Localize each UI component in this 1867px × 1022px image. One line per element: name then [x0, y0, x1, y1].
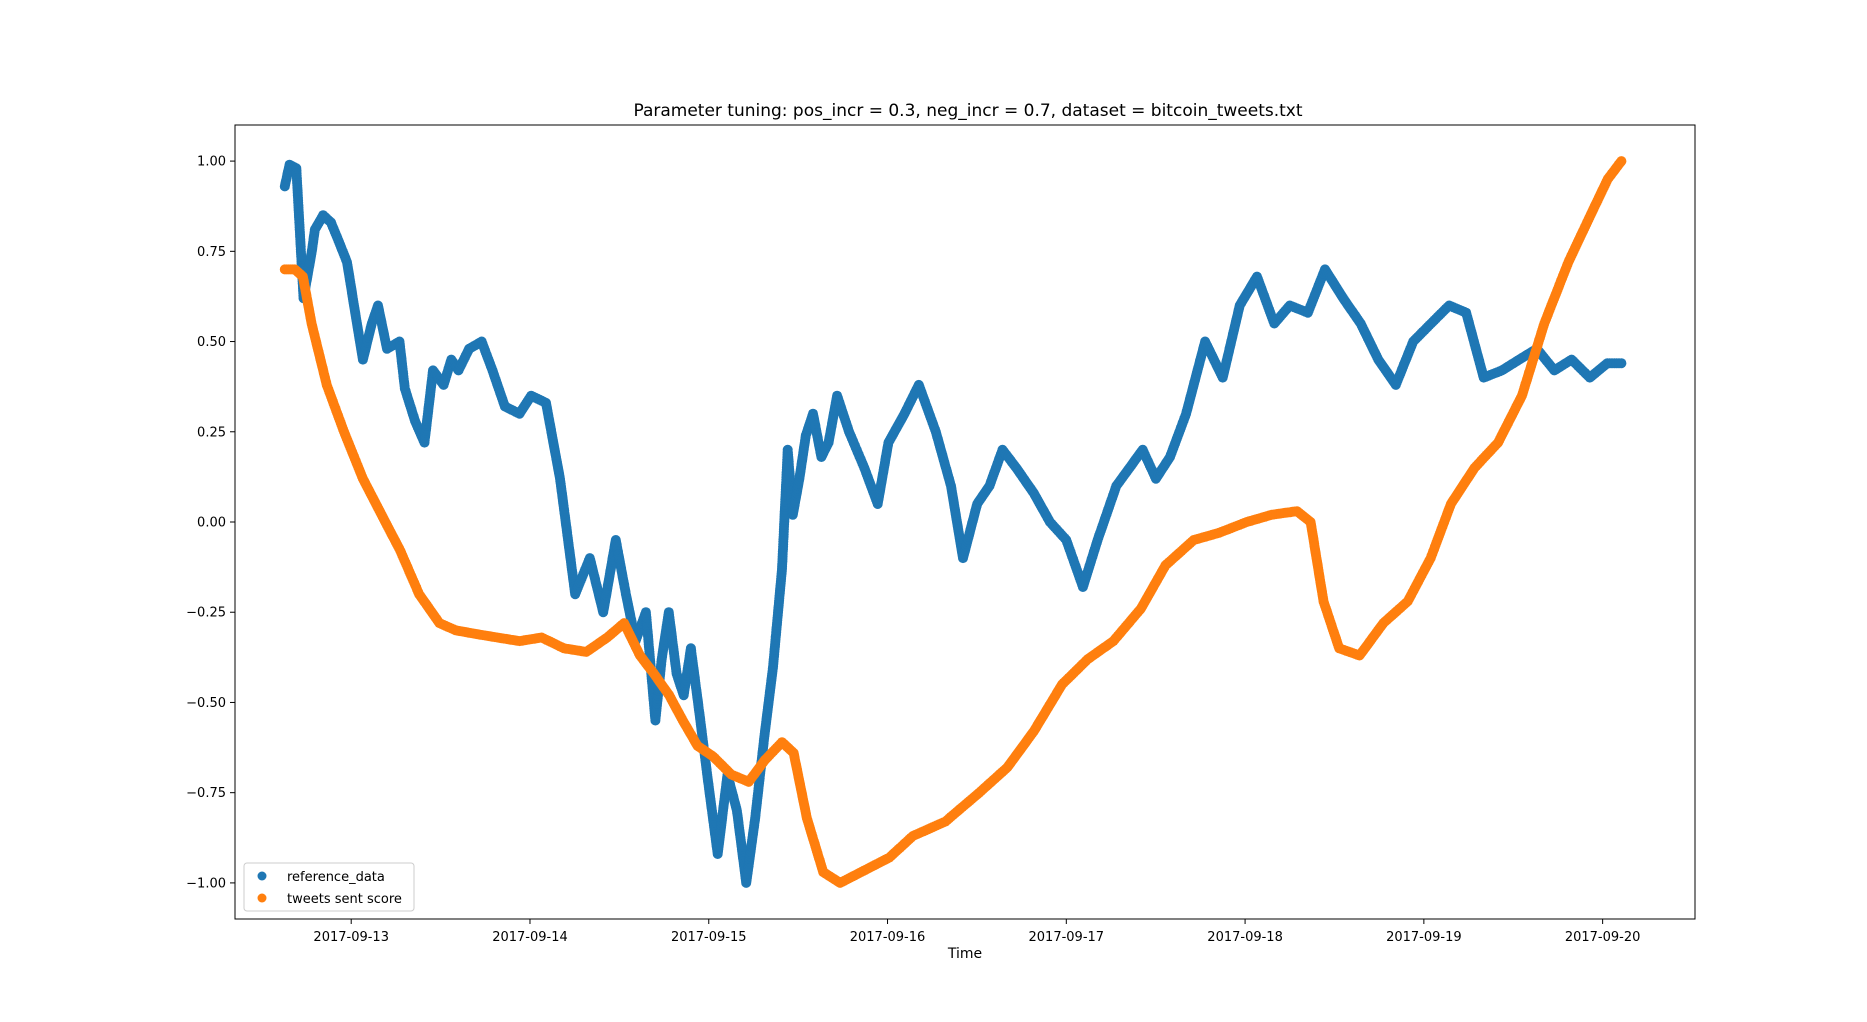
legend-frame: [243, 862, 415, 912]
series-layer: [279, 156, 1627, 888]
x-tick-label: 2017-09-20: [1565, 930, 1641, 945]
x-tick-label: 2017-09-13: [313, 930, 389, 945]
legend-marker-reference-data: [257, 871, 267, 881]
y-tick-label: −0.25: [186, 606, 226, 621]
y-tick-label: 0.50: [197, 335, 226, 350]
y-tick-label: 0.75: [197, 245, 226, 260]
y-tick-label: 0.25: [197, 425, 226, 440]
x-tick-label: 2017-09-17: [1029, 930, 1105, 945]
x-tick-label: 2017-09-15: [671, 930, 747, 945]
y-tick-label: 1.00: [197, 155, 226, 170]
legend-label-reference-data: reference_data: [287, 870, 385, 885]
legend-marker-tweets-sent-score: [257, 893, 267, 903]
y-axis: 1.00 0.75 0.50 0.25 0.00 −0.25 −0.50 −0.75 −1.00: [186, 155, 235, 891]
series-tweets-sent-score: [279, 156, 1627, 888]
x-tick-label: 2017-09-14: [492, 930, 568, 945]
y-tick-label: 0.00: [197, 516, 226, 531]
x-axis: 2017-09-13 2017-09-14 2017-09-15 2017-09-16…: [313, 919, 1640, 945]
series-reference-data: [279, 159, 1627, 888]
y-tick-label: −0.75: [186, 786, 226, 801]
legend: reference_data tweets sent score: [243, 862, 415, 912]
y-tick-label: −1.00: [186, 876, 226, 891]
plot-area: [279, 156, 1627, 888]
x-tick-label: 2017-09-19: [1386, 930, 1462, 945]
legend-label-tweets-sent-score: tweets sent score: [287, 892, 402, 907]
x-tick-label: 2017-09-18: [1207, 930, 1283, 945]
y-tick-label: −0.50: [186, 696, 226, 711]
x-axis-label: Time: [947, 946, 982, 962]
chart-title: Parameter tuning: pos_incr = 0.3, neg_in…: [633, 101, 1302, 121]
data-point: [1616, 156, 1627, 167]
data-point: [1616, 358, 1627, 369]
x-tick-label: 2017-09-16: [850, 930, 926, 945]
